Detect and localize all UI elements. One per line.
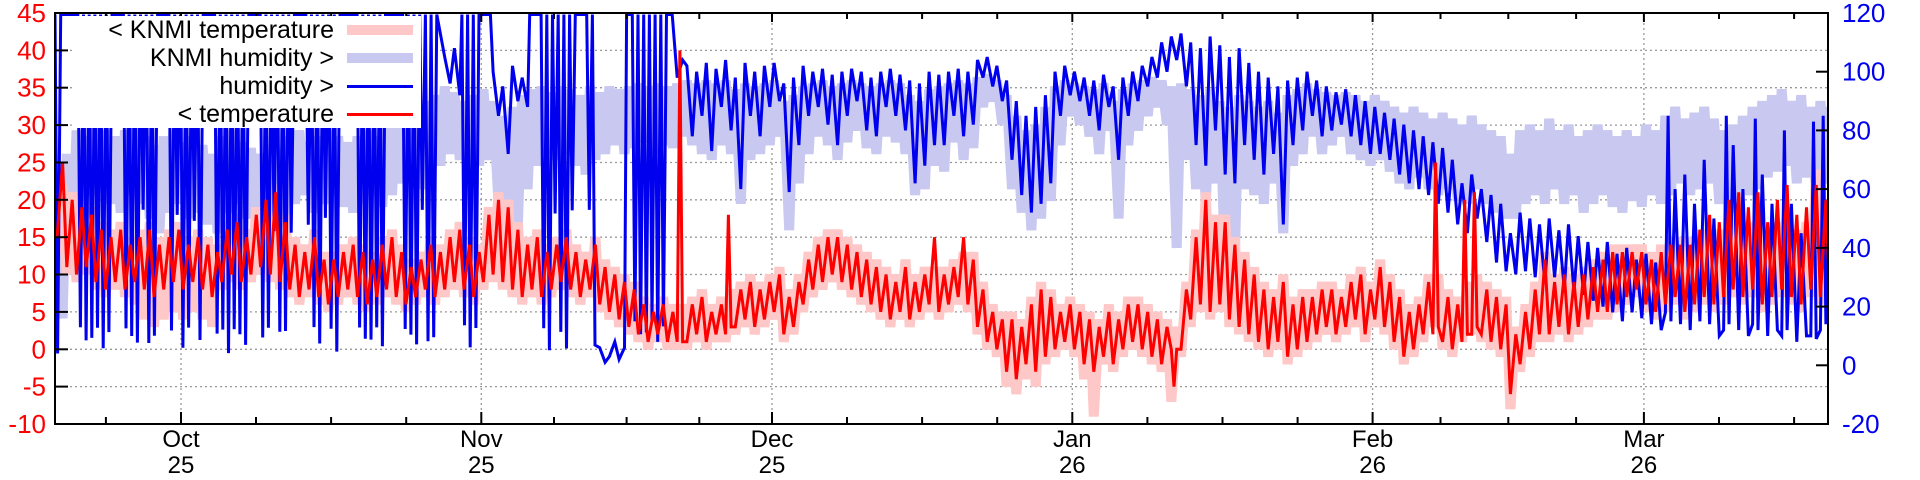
y-left-tick-label: 45 xyxy=(17,0,46,28)
y-left-tick-label: 20 xyxy=(17,185,46,215)
legend-item-knmi-temperature: < KNMI temperature xyxy=(75,16,421,44)
x-month-label: Jan xyxy=(1053,426,1092,453)
legend-item-temperature: < temperature xyxy=(75,100,421,128)
y-right-axis-labels: 120 100 80 60 40 20 0 -20 xyxy=(1842,0,1885,439)
x-month-label: Mar xyxy=(1623,426,1664,453)
legend-label: KNMI humidity > xyxy=(149,44,334,72)
x-year-label: 26 xyxy=(1631,452,1658,479)
y-left-tick-label: 10 xyxy=(17,260,46,290)
x-month-label: Oct xyxy=(162,426,200,453)
legend-label: < KNMI temperature xyxy=(108,16,334,44)
plot-border xyxy=(54,12,1829,425)
temperature-line-sample xyxy=(347,112,413,116)
x-year-label: 25 xyxy=(168,452,195,479)
x-month-label: Nov xyxy=(460,426,503,453)
y-left-tick-label: 35 xyxy=(17,73,46,103)
legend-item-knmi-humidity: KNMI humidity > xyxy=(75,44,421,72)
y-left-axis-labels: 45 40 35 30 25 20 15 10 5 0 -5 -10 xyxy=(8,0,46,439)
knmi-humidity-line-sample xyxy=(347,53,413,63)
x-year-label: 26 xyxy=(1359,452,1386,479)
y-right-tick-label: 120 xyxy=(1842,0,1885,28)
y-left-tick-label: 30 xyxy=(17,110,46,140)
x-month-label: Feb xyxy=(1352,426,1393,453)
tick-marks xyxy=(56,12,1827,425)
legend-label: humidity > xyxy=(219,72,334,100)
humidity-line-sample xyxy=(347,84,413,88)
legend-item-humidity: humidity > xyxy=(75,72,421,100)
y-right-tick-label: 20 xyxy=(1842,292,1871,322)
y-left-tick-label: 5 xyxy=(32,297,46,327)
y-left-tick-label: -5 xyxy=(23,372,46,402)
x-year-label: 25 xyxy=(759,452,786,479)
y-right-tick-label: -20 xyxy=(1842,409,1880,439)
series-temperature xyxy=(55,50,1828,395)
x-month-label: Dec xyxy=(751,426,794,453)
y-right-tick-label: 100 xyxy=(1842,57,1885,87)
x-year-label: 26 xyxy=(1059,452,1086,479)
knmi-temperature-line-sample xyxy=(347,25,413,35)
series-group xyxy=(55,13,1828,417)
x-year-label: 25 xyxy=(468,452,495,479)
y-left-tick-label: 40 xyxy=(17,35,46,65)
y-right-tick-label: 40 xyxy=(1842,233,1871,263)
legend: < KNMI temperature KNMI humidity > humid… xyxy=(75,16,421,128)
y-left-tick-label: -10 xyxy=(8,409,46,439)
y-right-tick-label: 60 xyxy=(1842,174,1871,204)
y-right-tick-label: 80 xyxy=(1842,115,1871,145)
y-left-tick-label: 25 xyxy=(17,148,46,178)
series-humidity xyxy=(55,13,1828,366)
y-right-tick-label: 0 xyxy=(1842,350,1856,380)
y-left-tick-label: 15 xyxy=(17,222,46,252)
legend-label: < temperature xyxy=(177,100,334,128)
y-left-tick-label: 0 xyxy=(32,334,46,364)
